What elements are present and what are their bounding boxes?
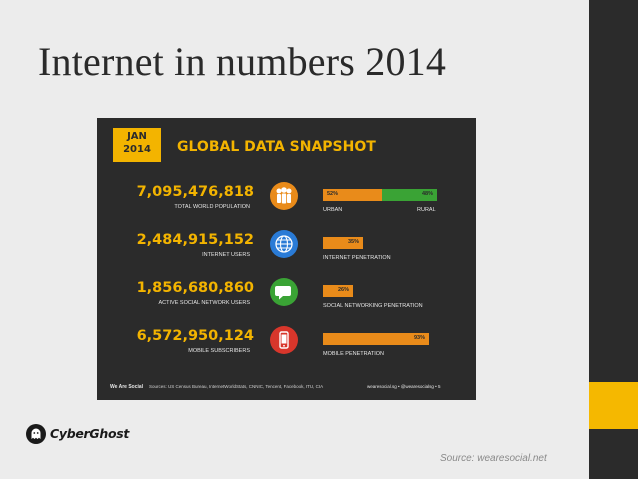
stat-row-mobile: 6,572,950,124 MOBILE SUBSCRIBERS 93% MOB… (97, 326, 476, 370)
urban-label: URBAN (323, 207, 343, 213)
rural-bar-fill: 48% (382, 189, 437, 201)
stat-value: 1,856,680,860 (136, 280, 254, 296)
stat-label: ACTIVE SOCIAL NETWORK USERS (158, 300, 250, 306)
social-bar-fill: 26% (323, 285, 353, 297)
mobile-phone-icon (270, 326, 298, 354)
internet-penetration-bar: 35% (323, 237, 437, 249)
source-caption: Source: wearesocial.net (440, 453, 547, 464)
mobile-penetration-label: MOBILE PENETRATION (323, 351, 385, 357)
cyberghost-logo: CyberGhost (26, 424, 136, 444)
stat-value: 6,572,950,124 (136, 328, 254, 344)
date-badge: JAN 2014 (113, 128, 161, 162)
sidebar-accent-block (589, 382, 638, 429)
date-badge-text: JAN 2014 (123, 131, 151, 155)
logo-text: CyberGhost (50, 426, 130, 441)
snapshot-title: GLOBAL DATA SNAPSHOT (177, 139, 376, 155)
chat-icon (270, 278, 298, 306)
footer-brand: We Are Social (110, 384, 144, 390)
urban-rural-bar: 52% 48% (323, 189, 437, 201)
stat-row-social: 1,856,680,860 ACTIVE SOCIAL NETWORK USER… (97, 278, 476, 322)
stat-label: TOTAL WORLD POPULATION (174, 204, 250, 210)
urban-pct: 52% (327, 191, 339, 197)
internet-pct: 35% (347, 239, 359, 245)
stat-value: 7,095,476,818 (136, 184, 254, 200)
global-data-snapshot-infographic: JAN 2014 GLOBAL DATA SNAPSHOT 7,095,476,… (97, 118, 476, 400)
stat-value: 2,484,915,152 (136, 232, 254, 248)
internet-bar-fill: 35% (323, 237, 363, 249)
footer-handles: wearesocial.sg • @wearesocialsg • 5 (367, 384, 441, 389)
globe-icon (270, 230, 298, 258)
stat-row-population: 7,095,476,818 TOTAL WORLD POPULATION 52%… (97, 182, 476, 226)
stat-row-internet: 2,484,915,152 INTERNET USERS 35% INTERNE… (97, 230, 476, 274)
slide-title: Internet in numbers 2014 (38, 39, 447, 84)
rural-pct: 48% (421, 191, 433, 197)
stat-label: INTERNET USERS (202, 252, 250, 258)
mobile-penetration-bar: 93% (323, 333, 437, 345)
snapshot-footer: We Are Social Sources: US Census Bureau,… (97, 376, 476, 400)
ghost-icon (26, 424, 46, 444)
rural-label: RURAL (417, 207, 436, 213)
stat-label: MOBILE SUBSCRIBERS (188, 348, 250, 354)
social-penetration-label: SOCIAL NETWORKING PENETRATION (323, 303, 423, 309)
mobile-pct: 93% (413, 335, 425, 341)
internet-penetration-label: INTERNET PENETRATION (323, 255, 391, 261)
social-pct: 26% (337, 287, 349, 293)
urban-bar-fill: 52% (323, 189, 382, 201)
social-penetration-bar: 26% (323, 285, 437, 297)
people-icon (270, 182, 298, 210)
footer-sources: Sources: US Census Bureau, InternetWorld… (149, 384, 324, 389)
mobile-bar-fill: 93% (323, 333, 429, 345)
